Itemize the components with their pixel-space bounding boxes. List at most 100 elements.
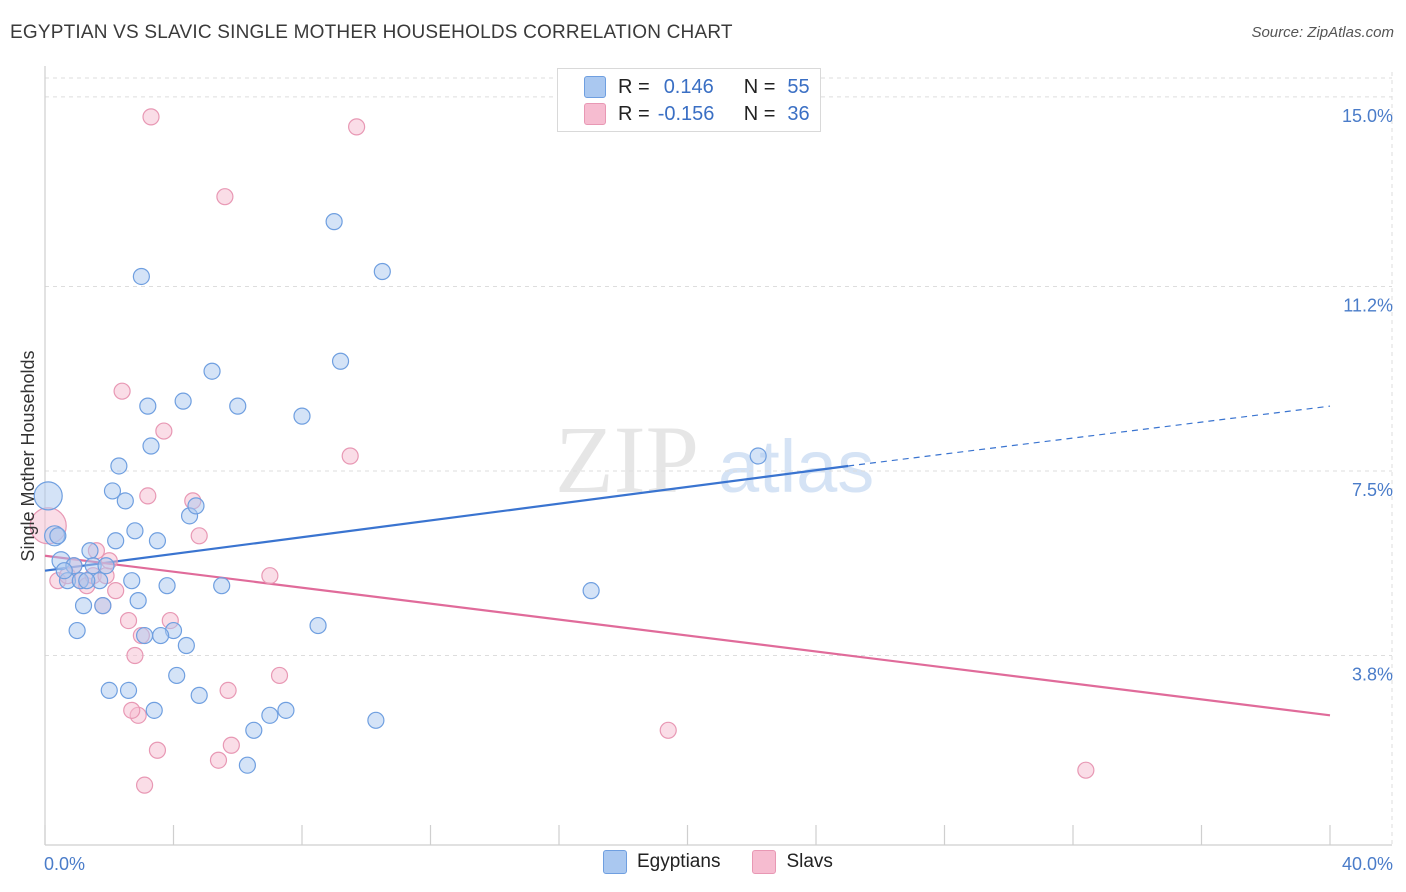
egyptians-point xyxy=(158,577,176,595)
egyptians-point xyxy=(277,701,295,719)
egyptians-point xyxy=(148,532,167,550)
tick-labels: 3.8% 7.5% 11.2% 15.0% 0.0% 40.0% xyxy=(44,106,1393,874)
legend-swatch-pink xyxy=(584,103,606,125)
legend-label-egyptians: Egyptians xyxy=(637,851,721,872)
egyptians-point xyxy=(139,397,157,415)
egyptians-point xyxy=(309,616,327,635)
legend-r-label: R = xyxy=(618,102,650,125)
egyptians-point xyxy=(74,597,93,615)
egyptians-point xyxy=(103,482,122,500)
egyptians-trend-extension xyxy=(848,405,1331,467)
slavs-trend-line xyxy=(44,554,1331,717)
egyptians-trend-line xyxy=(44,464,849,572)
legend-r-value: -0.156 xyxy=(657,102,715,125)
egyptians-point xyxy=(177,636,195,655)
egyptians-point xyxy=(749,447,767,465)
slavs-point xyxy=(113,382,131,400)
slavs-point xyxy=(107,582,125,600)
legend-row-slavs: R = -0.156 N = 36 xyxy=(584,101,810,127)
y-tick-label: 11.2% xyxy=(1343,295,1393,315)
slavs-point xyxy=(123,701,141,719)
egyptians-point xyxy=(116,492,134,510)
egyptians-point xyxy=(367,711,385,729)
slavs-point xyxy=(1077,761,1095,779)
egyptians-point xyxy=(229,397,247,415)
y-axis-title: Single Mother Households xyxy=(18,350,38,561)
egyptians-point xyxy=(187,497,205,515)
egyptians-point xyxy=(582,582,600,600)
legend-label-slavs: Slavs xyxy=(786,851,833,872)
legend-n-label: N = xyxy=(743,75,776,98)
legend-swatch-egyptians xyxy=(603,850,627,874)
legend-r-value: 0.146 xyxy=(663,75,714,98)
x-tick-label: 0.0% xyxy=(44,854,85,874)
egyptians-point xyxy=(33,481,63,511)
watermark-zip: ZIP xyxy=(555,406,699,513)
stats-legend: R = 0.146 N = 55 R = -0.156 N = 36 xyxy=(557,68,821,132)
egyptians-point xyxy=(145,701,163,719)
slavs-point xyxy=(155,422,173,440)
egyptians-point xyxy=(123,572,141,590)
slavs-point xyxy=(216,188,234,206)
chart-source: Source: ZipAtlas.com xyxy=(1251,24,1394,41)
egyptians-point xyxy=(100,681,118,700)
slavs-point xyxy=(659,721,677,739)
slavs-point xyxy=(222,736,240,754)
egyptians-point xyxy=(49,527,67,545)
legend-n-value: 36 xyxy=(787,102,810,125)
egyptians-point xyxy=(142,437,160,455)
egyptians-point xyxy=(107,532,125,550)
egyptians-point xyxy=(126,522,144,540)
egyptians-point xyxy=(168,666,186,685)
y-tick-label: 15.0% xyxy=(1342,106,1393,126)
trend-lines xyxy=(44,405,1331,717)
egyptians-point xyxy=(325,213,343,231)
slavs-point xyxy=(190,527,208,545)
slavs-point xyxy=(270,666,289,685)
slavs-point xyxy=(119,611,138,630)
egyptians-point xyxy=(119,681,138,700)
legend-r-label: R = xyxy=(618,75,650,98)
slavs-point xyxy=(142,108,160,126)
egyptians-point xyxy=(97,557,115,575)
legend-swatch-slavs xyxy=(752,850,777,874)
slavs-point xyxy=(126,646,144,665)
slavs-point xyxy=(348,118,366,136)
legend-row-egyptians: R = 0.146 N = 55 xyxy=(584,74,810,100)
axes xyxy=(44,66,1392,846)
slavs-point xyxy=(135,776,154,794)
data-points xyxy=(29,108,1095,794)
legend-n-label: N = xyxy=(743,102,776,125)
egyptians-point xyxy=(190,686,208,704)
egyptians-point xyxy=(245,721,263,739)
y-tick-label: 7.5% xyxy=(1352,480,1393,500)
slavs-point xyxy=(341,447,359,465)
legend-item-slavs[interactable]: Slavs xyxy=(752,850,833,874)
egyptians-point xyxy=(213,577,231,595)
egyptians-point xyxy=(132,267,150,286)
egyptians-point xyxy=(331,352,350,370)
legend-item-egyptians[interactable]: Egyptians xyxy=(603,850,720,874)
series-legend: Egyptians Slavs xyxy=(603,850,865,874)
slavs-point xyxy=(139,487,157,505)
y-tick-label: 3.8% xyxy=(1352,664,1393,684)
egyptians-point xyxy=(78,572,96,590)
egyptians-point xyxy=(203,362,221,380)
egyptians-point xyxy=(238,756,256,774)
egyptians-point xyxy=(293,407,311,425)
egyptians-point xyxy=(129,592,147,610)
egyptians-point xyxy=(68,621,86,640)
slavs-point xyxy=(219,681,237,700)
slavs-point xyxy=(261,567,279,585)
chart-title: EGYPTIAN VS SLAVIC SINGLE MOTHER HOUSEHO… xyxy=(10,22,733,43)
egyptians-point xyxy=(261,706,279,724)
egyptians-point xyxy=(152,626,170,645)
legend-swatch-blue xyxy=(584,76,606,98)
egyptians-point xyxy=(55,562,73,580)
egyptians-point xyxy=(174,392,192,410)
egyptians-point xyxy=(135,626,154,645)
slavs-point xyxy=(209,751,228,769)
slavs-point xyxy=(148,741,167,759)
egyptians-point xyxy=(373,262,391,281)
